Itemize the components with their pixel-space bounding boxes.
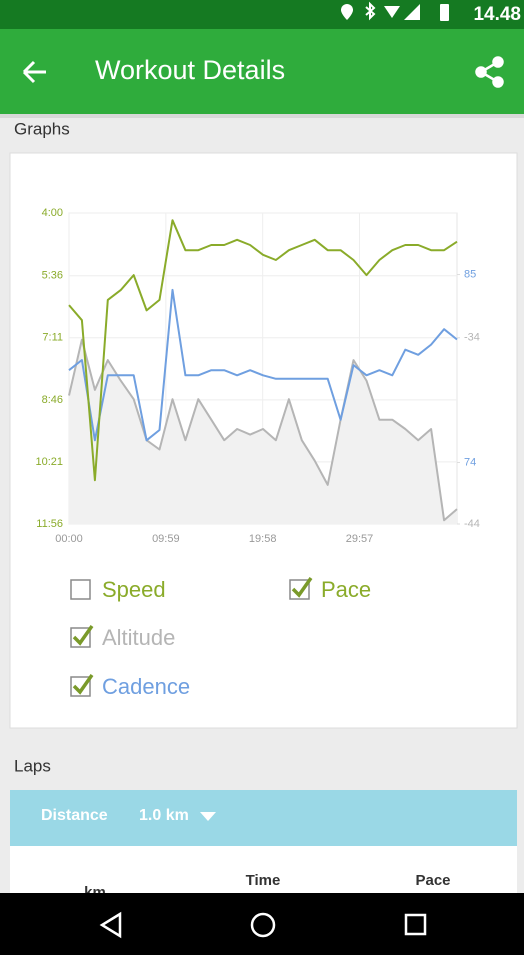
back-button[interactable] bbox=[22, 60, 46, 84]
legend-label[interactable]: Pace bbox=[321, 577, 371, 602]
filter-label: Distance bbox=[41, 807, 108, 824]
check-mark bbox=[72, 624, 94, 646]
section-heading: Laps bbox=[14, 756, 51, 775]
nav-home[interactable] bbox=[250, 912, 276, 938]
nav-back[interactable] bbox=[99, 911, 122, 939]
x-tick-label: 19:58 bbox=[249, 533, 277, 545]
y2-tick-label: -44 bbox=[464, 518, 480, 530]
area bbox=[69, 339, 457, 524]
y-tick-label: 11:56 bbox=[36, 518, 63, 530]
wifi-icon bbox=[384, 6, 400, 18]
section-heading: Graphs bbox=[14, 119, 70, 138]
filter-value[interactable]: 1.0 km bbox=[139, 807, 189, 824]
y2-tick-label: 85 bbox=[464, 268, 476, 280]
share-button[interactable] bbox=[475, 56, 504, 88]
y-tick-label: 5:36 bbox=[42, 270, 63, 282]
check-mark bbox=[291, 576, 313, 598]
y-tick-label: 7:11 bbox=[42, 332, 63, 344]
chart: 4:00 5:36 7:11 8:46 10:21 11:56 00:00 09:59 19:5… bbox=[35, 207, 479, 699]
column-header: Time bbox=[246, 872, 281, 889]
column-header: Pace bbox=[415, 872, 450, 889]
line bbox=[68, 288, 458, 442]
line bbox=[68, 338, 458, 522]
y-tick-label: 4:00 bbox=[42, 207, 63, 219]
signal-icon bbox=[404, 4, 420, 20]
y2-tick-label: -34 bbox=[464, 332, 480, 344]
y-tick-label: 8:46 bbox=[42, 394, 63, 406]
battery-icon bbox=[440, 4, 449, 21]
app-bar-shadow bbox=[0, 114, 524, 118]
legend-label[interactable]: Speed bbox=[102, 577, 166, 602]
x-tick-label: 00:00 bbox=[55, 533, 83, 545]
nav-recents[interactable] bbox=[404, 913, 427, 936]
legend-label[interactable]: Altitude bbox=[102, 625, 175, 650]
dropdown-arrow[interactable] bbox=[200, 812, 216, 821]
bluetooth-icon bbox=[365, 1, 376, 21]
nav-bar bbox=[0, 893, 524, 955]
legend-label[interactable]: Cadence bbox=[102, 674, 190, 699]
location-icon bbox=[341, 4, 353, 20]
status-icons bbox=[341, 4, 449, 21]
laps-header bbox=[10, 790, 517, 846]
check-mark bbox=[72, 673, 94, 695]
app-title: Workout Details bbox=[95, 55, 285, 85]
y-tick-label: 10:21 bbox=[35, 456, 63, 468]
line bbox=[68, 219, 458, 482]
x-tick-label: 29:57 bbox=[346, 533, 374, 545]
app-bar bbox=[0, 29, 524, 114]
status-time: 14.48 bbox=[473, 4, 521, 25]
checkbox bbox=[70, 579, 91, 600]
status-bar bbox=[0, 0, 524, 29]
x-tick-label: 09:59 bbox=[152, 533, 180, 545]
y2-tick-label: 74 bbox=[464, 456, 476, 468]
